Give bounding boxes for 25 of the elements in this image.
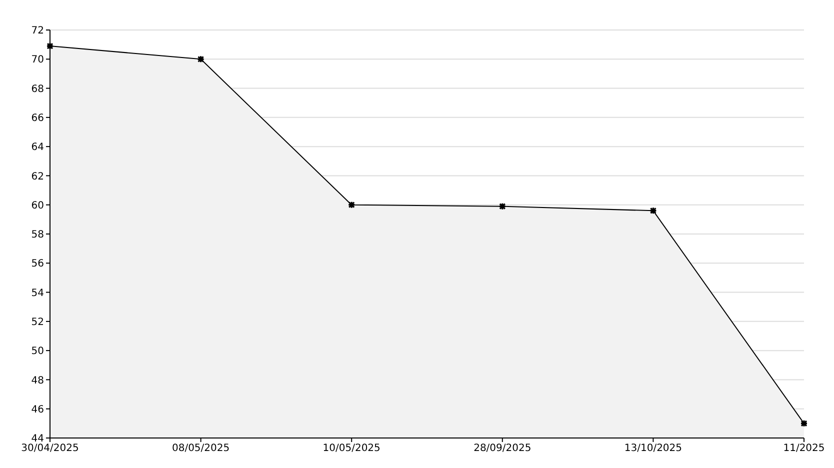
x-tick-label: 30/04/2025 xyxy=(21,443,79,454)
y-tick-label: 70 xyxy=(31,54,44,66)
y-tick-label: 72 xyxy=(31,26,44,37)
point xyxy=(197,55,205,63)
y-tick-label: 64 xyxy=(31,142,44,154)
y-tick-label: 44 xyxy=(31,434,44,445)
point xyxy=(649,206,657,214)
y-tick-label: 52 xyxy=(31,316,44,328)
x-tick-label: 13/10/2025 xyxy=(624,443,682,454)
y-tick-label: 56 xyxy=(31,258,44,270)
y-tick-label: 58 xyxy=(31,230,44,241)
x-tick-label: 28/09/2025 xyxy=(474,443,532,454)
point xyxy=(348,201,356,209)
y-tick-label: 68 xyxy=(31,84,44,95)
y-tick-label: 54 xyxy=(31,288,44,299)
y-tick-label: 50 xyxy=(31,346,44,358)
y-tick-label: 60 xyxy=(31,200,44,212)
y-tick-label: 46 xyxy=(31,404,44,416)
x-tick-label: 10/05/2025 xyxy=(322,443,380,454)
x-tick-label: 11/2025 xyxy=(783,443,825,454)
y-tick-label: 66 xyxy=(31,112,44,124)
y-tick-label: 62 xyxy=(31,171,44,182)
x-tick-label: 08/05/2025 xyxy=(172,443,230,454)
y-tick-label: 48 xyxy=(31,375,44,386)
point xyxy=(498,202,506,210)
